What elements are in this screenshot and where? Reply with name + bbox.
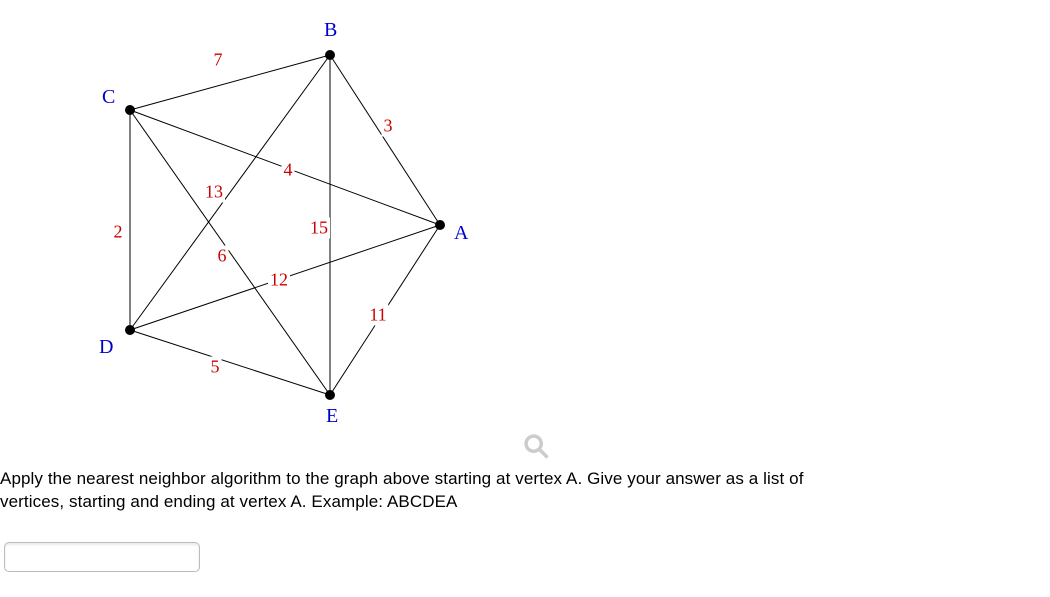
edge-weight-AE: 11 [367,305,388,326]
edge-DE [130,330,330,395]
edge-weight-DE: 5 [209,357,222,378]
edge-weight-BA: 3 [382,116,395,137]
vertex-label-E: E [326,405,338,428]
edge-CE [130,110,330,395]
vertex-label-C: C [102,86,115,109]
vertex-B [325,50,335,60]
vertex-D [125,325,135,335]
edge-weight-BE: 15 [308,218,330,239]
question-text: Apply the nearest neighbor algorithm to … [0,468,1050,514]
edge-weight-CD: 2 [112,222,125,243]
edge-weight-DB: 6 [216,246,229,267]
magnify-icon[interactable] [522,432,550,465]
edge-weight-CB: 7 [212,50,225,71]
vertex-E [325,390,335,400]
vertex-A [435,220,445,230]
edge-weight-DA: 12 [268,270,290,291]
edge-weight-CA: 4 [282,160,295,181]
answer-input[interactable] [4,542,200,572]
answer-field-wrapper [4,542,200,572]
question-line-2: vertices, starting and ending at vertex … [0,492,457,511]
graph-figure: 7 3 4 2 11 5 13 15 6 12 A B C D E [0,0,600,430]
edge-DB [130,55,330,330]
graph-svg [0,0,600,430]
edge-BA [330,55,440,225]
question-line-1: Apply the nearest neighbor algorithm to … [0,469,804,488]
vertex-C [125,105,135,115]
edge-CB [130,55,330,110]
vertex-label-D: D [99,336,113,359]
edge-weight-CE: 13 [203,182,225,203]
vertex-label-B: B [324,19,337,42]
vertex-label-A: A [454,222,468,245]
